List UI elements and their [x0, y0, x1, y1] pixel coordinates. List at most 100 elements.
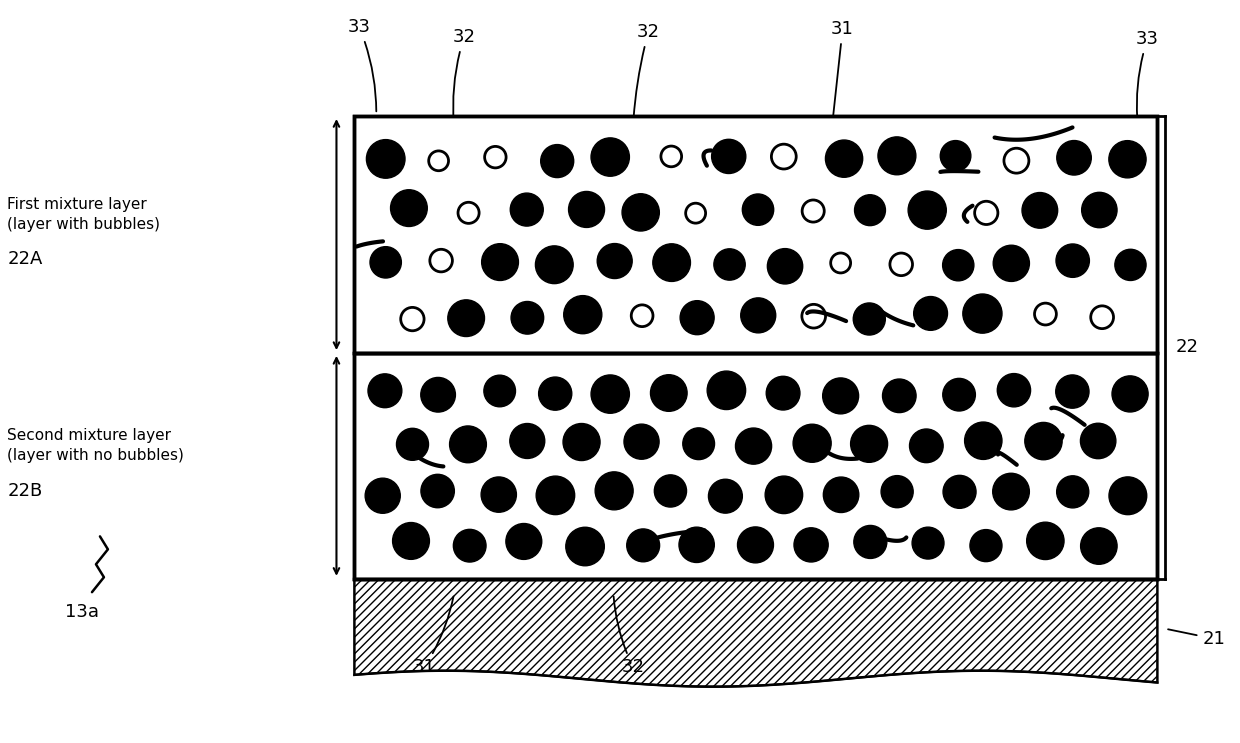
Circle shape — [766, 376, 800, 410]
Circle shape — [397, 428, 429, 461]
Circle shape — [1027, 522, 1064, 559]
Text: 13a: 13a — [64, 603, 99, 621]
Circle shape — [944, 476, 976, 508]
Bar — [355, 116, 1157, 353]
Circle shape — [652, 244, 691, 282]
Text: 22A: 22A — [7, 250, 42, 268]
Circle shape — [484, 375, 516, 406]
Circle shape — [708, 479, 743, 513]
Text: 31: 31 — [413, 597, 454, 676]
Circle shape — [368, 374, 402, 408]
Circle shape — [591, 138, 630, 176]
Circle shape — [655, 475, 687, 507]
Circle shape — [913, 527, 944, 559]
Circle shape — [538, 377, 572, 410]
Circle shape — [393, 522, 429, 559]
Text: 33: 33 — [1136, 30, 1159, 118]
Circle shape — [940, 140, 971, 171]
Circle shape — [1022, 192, 1058, 228]
Circle shape — [565, 528, 604, 565]
Circle shape — [942, 250, 973, 281]
Circle shape — [536, 246, 573, 284]
Circle shape — [511, 193, 543, 226]
Circle shape — [1080, 424, 1116, 458]
Circle shape — [454, 529, 486, 562]
Circle shape — [854, 525, 887, 559]
Circle shape — [1056, 244, 1090, 277]
Circle shape — [366, 140, 405, 178]
Circle shape — [626, 529, 660, 562]
Circle shape — [794, 528, 828, 562]
Text: 32: 32 — [634, 23, 660, 118]
Circle shape — [970, 530, 1002, 562]
Circle shape — [1109, 477, 1147, 515]
Circle shape — [914, 296, 947, 331]
Circle shape — [1024, 423, 1063, 460]
Circle shape — [391, 189, 428, 227]
Circle shape — [420, 377, 455, 412]
Circle shape — [511, 302, 543, 334]
Circle shape — [506, 524, 542, 559]
Circle shape — [826, 140, 863, 178]
Bar — [355, 353, 1157, 579]
Circle shape — [481, 244, 518, 280]
Circle shape — [591, 375, 630, 413]
Circle shape — [541, 145, 574, 178]
Text: 21: 21 — [1168, 629, 1225, 648]
Circle shape — [450, 426, 486, 463]
Circle shape — [1115, 250, 1146, 280]
Text: (layer with bubbles): (layer with bubbles) — [7, 217, 160, 232]
Circle shape — [768, 249, 802, 284]
Circle shape — [569, 192, 605, 227]
Circle shape — [680, 301, 714, 334]
Circle shape — [536, 476, 574, 515]
Circle shape — [680, 527, 714, 562]
Text: 32: 32 — [453, 28, 475, 123]
Text: 22: 22 — [1176, 339, 1198, 357]
Circle shape — [712, 139, 745, 174]
Circle shape — [854, 195, 885, 226]
Circle shape — [1055, 375, 1089, 408]
Circle shape — [683, 428, 714, 460]
Circle shape — [853, 303, 885, 335]
Text: 31: 31 — [831, 20, 854, 118]
Text: 32: 32 — [614, 597, 645, 676]
Circle shape — [1080, 528, 1117, 564]
Circle shape — [1056, 140, 1091, 175]
Circle shape — [448, 300, 485, 337]
Circle shape — [735, 428, 771, 464]
Circle shape — [794, 424, 831, 462]
Text: (layer with no bubbles): (layer with no bubbles) — [7, 449, 185, 464]
Circle shape — [510, 424, 544, 458]
Text: 33: 33 — [348, 19, 376, 111]
Circle shape — [1109, 140, 1146, 178]
Circle shape — [481, 477, 516, 512]
Bar — [355, 116, 1157, 353]
Circle shape — [365, 478, 401, 513]
Circle shape — [823, 477, 859, 513]
Circle shape — [420, 474, 454, 507]
Circle shape — [822, 378, 858, 414]
Circle shape — [1112, 376, 1148, 412]
Circle shape — [993, 473, 1029, 510]
Circle shape — [624, 424, 660, 459]
Circle shape — [738, 527, 774, 563]
Circle shape — [965, 422, 1002, 459]
Circle shape — [909, 429, 944, 463]
Circle shape — [707, 371, 745, 409]
Circle shape — [595, 472, 634, 510]
Circle shape — [908, 191, 946, 229]
Circle shape — [997, 374, 1030, 407]
Circle shape — [993, 245, 1029, 282]
Circle shape — [962, 294, 1002, 333]
Circle shape — [622, 194, 660, 231]
Circle shape — [743, 194, 774, 225]
Circle shape — [1056, 476, 1089, 508]
Circle shape — [651, 374, 687, 412]
Circle shape — [714, 249, 745, 280]
Circle shape — [942, 378, 976, 411]
Circle shape — [878, 137, 916, 175]
Text: 22B: 22B — [7, 481, 42, 500]
Text: First mixture layer: First mixture layer — [7, 197, 148, 212]
Circle shape — [598, 244, 632, 279]
